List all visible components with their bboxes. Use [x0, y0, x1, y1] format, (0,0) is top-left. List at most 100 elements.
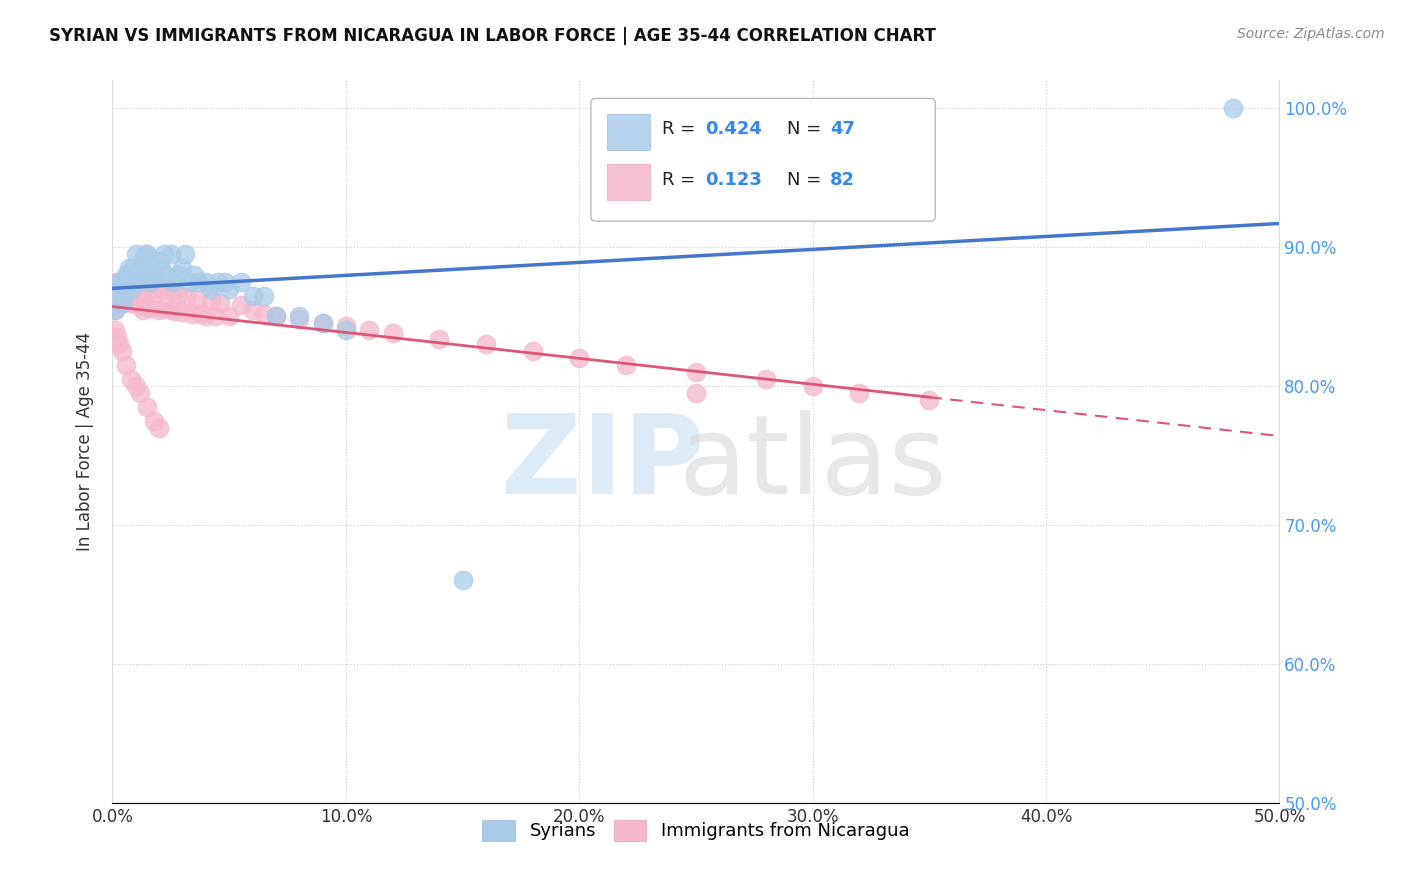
FancyBboxPatch shape: [607, 113, 651, 150]
Point: [165, 304, 187, 318]
Point: [108, 275, 131, 289]
Point: [112, 288, 135, 302]
Point: [120, 275, 142, 289]
Point: [172, 260, 194, 275]
Point: [132, 282, 155, 296]
Point: [264, 310, 287, 324]
Point: [115, 358, 138, 372]
Point: [108, 275, 131, 289]
Point: [755, 372, 778, 386]
Point: [155, 282, 177, 296]
Point: [105, 275, 128, 289]
Point: [162, 285, 184, 299]
Text: 0.123: 0.123: [706, 171, 762, 189]
FancyBboxPatch shape: [607, 164, 651, 200]
Point: [136, 400, 159, 414]
Point: [335, 319, 357, 334]
Text: ZIP: ZIP: [501, 409, 704, 516]
Point: [108, 337, 131, 351]
Point: [475, 337, 498, 351]
Point: [127, 275, 149, 289]
Point: [127, 279, 149, 293]
Point: [194, 275, 217, 289]
Point: [118, 260, 141, 275]
Point: [359, 323, 381, 337]
Point: [122, 273, 145, 287]
Point: [141, 282, 163, 296]
Point: [160, 302, 183, 317]
Point: [311, 317, 333, 331]
Point: [120, 282, 142, 296]
Point: [155, 268, 177, 282]
Point: [242, 302, 264, 317]
Text: 0.424: 0.424: [706, 120, 762, 138]
Text: atlas: atlas: [679, 409, 946, 516]
Point: [120, 372, 142, 386]
Point: [186, 293, 208, 307]
Point: [139, 301, 162, 315]
Point: [136, 247, 159, 261]
Text: R =: R =: [662, 171, 702, 189]
Point: [162, 275, 184, 289]
Point: [153, 247, 176, 261]
Point: [143, 268, 166, 282]
Point: [129, 385, 152, 400]
Point: [129, 298, 152, 312]
Point: [105, 288, 128, 302]
Point: [112, 275, 135, 289]
Point: [104, 282, 127, 296]
Point: [108, 295, 131, 310]
Point: [141, 260, 163, 275]
Point: [148, 420, 170, 434]
Point: [218, 282, 240, 296]
Point: [207, 275, 229, 289]
Point: [104, 302, 127, 317]
Text: 47: 47: [830, 120, 855, 138]
Point: [104, 302, 127, 317]
Point: [125, 268, 148, 282]
Point: [115, 275, 138, 289]
Point: [105, 330, 128, 344]
Point: [136, 298, 159, 312]
Point: [111, 288, 134, 302]
Point: [1222, 101, 1244, 115]
Point: [427, 332, 450, 346]
Point: [200, 282, 222, 296]
Point: [179, 275, 201, 289]
Text: Source: ZipAtlas.com: Source: ZipAtlas.com: [1237, 27, 1385, 41]
Point: [118, 275, 141, 289]
Point: [134, 247, 156, 261]
Point: [143, 414, 166, 428]
Point: [204, 310, 226, 324]
Text: 82: 82: [830, 171, 855, 189]
Point: [685, 385, 707, 400]
Point: [129, 279, 152, 293]
Point: [229, 275, 252, 289]
Point: [148, 302, 170, 317]
Point: [125, 247, 148, 261]
Point: [522, 344, 544, 359]
Point: [190, 307, 212, 321]
Point: [187, 275, 209, 289]
Point: [208, 295, 231, 310]
Point: [134, 295, 156, 310]
Point: [125, 295, 148, 310]
Point: [176, 290, 198, 304]
Point: [288, 310, 311, 324]
Point: [264, 310, 287, 324]
Point: [166, 268, 188, 282]
Point: [104, 323, 127, 337]
Point: [118, 270, 141, 285]
Point: [111, 295, 134, 310]
Point: [150, 282, 173, 296]
Point: [214, 275, 236, 289]
Point: [200, 293, 222, 307]
Point: [136, 279, 159, 293]
Point: [122, 260, 145, 275]
Point: [614, 358, 637, 372]
Point: [288, 312, 311, 326]
Point: [180, 307, 202, 321]
Point: [125, 379, 148, 393]
Point: [115, 268, 138, 282]
Point: [381, 326, 404, 341]
